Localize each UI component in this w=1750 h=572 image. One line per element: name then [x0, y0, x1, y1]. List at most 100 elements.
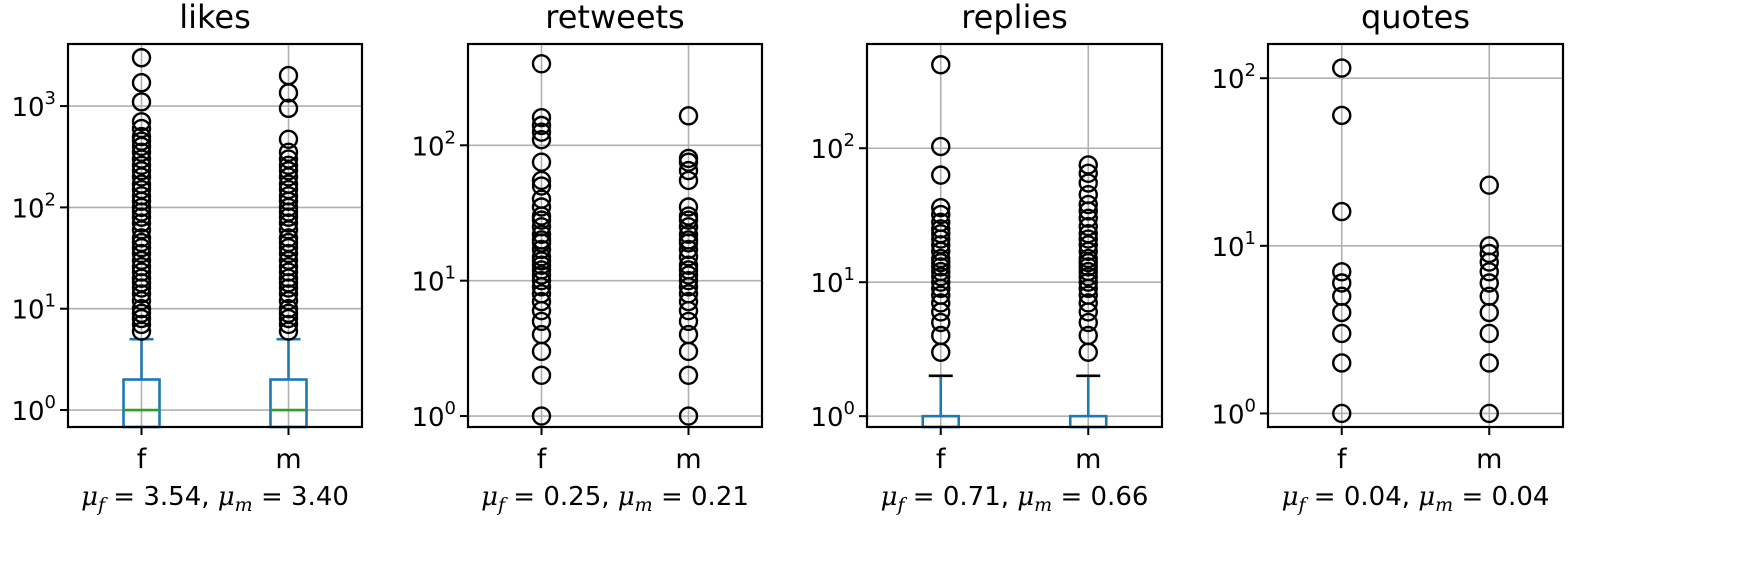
- outlier-point: [1479, 273, 1499, 293]
- axes-frame: [66, 42, 364, 429]
- outlier-point: [1479, 323, 1499, 344]
- panel-title: retweets: [545, 0, 684, 36]
- panel-replies: 100 101 102 f m replies μf = 0.71, μm = 0.66: [810, 0, 1164, 516]
- outlier-point: [1332, 58, 1352, 78]
- outlier-point: [131, 161, 152, 181]
- outlier-point: [678, 311, 699, 332]
- outlier-point: [531, 270, 552, 291]
- outlier-point: [678, 255, 699, 275]
- outlier-point: [278, 243, 299, 264]
- axes-frame: [466, 42, 764, 429]
- outlier-point: [931, 55, 951, 75]
- y-tick-label: 101: [11, 291, 56, 326]
- outlier-point: [678, 265, 699, 285]
- outlier-point: [131, 314, 152, 335]
- outlier-point: [1332, 262, 1352, 282]
- y-tick-label: 103: [11, 88, 56, 123]
- outlier-point: [531, 224, 552, 245]
- panel-retweets: 100 101 102 f m retweets μf = 0.25, μm = 0.21: [411, 0, 764, 516]
- outlier-point: [1078, 216, 1098, 237]
- outlier-point: [931, 212, 951, 232]
- outlier-point: [531, 365, 552, 385]
- outlier-point: [531, 197, 552, 217]
- outlier-point: [278, 149, 299, 169]
- outlier-point: [931, 224, 951, 244]
- outlier-point: [678, 206, 699, 226]
- outlier-point: [931, 248, 951, 269]
- outlier-point: [678, 230, 699, 250]
- axes-frame: [1266, 42, 1565, 429]
- outlier-point: [278, 129, 299, 150]
- outlier-point: [131, 155, 152, 176]
- outlier-point: [678, 148, 699, 169]
- outlier-point: [678, 197, 699, 217]
- outlier-point: [931, 272, 951, 292]
- outlier-point: [678, 406, 699, 426]
- panel-title: replies: [961, 0, 1068, 36]
- outlier-point: [131, 186, 152, 206]
- outlier-point: [1479, 236, 1499, 256]
- outlier-point: [278, 228, 299, 248]
- outlier-point: [131, 174, 152, 194]
- outlier-point: [1332, 273, 1352, 293]
- outlier-point: [278, 262, 299, 282]
- outlier-point: [1479, 286, 1499, 306]
- panel-quotes: 100 101 102 f m quotes μf = 0.04, μm = 0.04: [1211, 0, 1565, 516]
- axes-frame: [865, 42, 1164, 429]
- outlier-point: [531, 107, 552, 128]
- y-tick-label: 100: [810, 398, 855, 433]
- outlier-point: [1332, 323, 1352, 344]
- outlier-point: [531, 265, 552, 285]
- outlier-point: [678, 365, 699, 385]
- outlier-point: [931, 136, 951, 157]
- outlier-point: [1078, 184, 1098, 205]
- outlier-point: [531, 406, 552, 426]
- outlier-point: [531, 122, 552, 142]
- y-tick-label: 101: [411, 263, 456, 298]
- outlier-point: [531, 284, 552, 304]
- outlier-point: [531, 54, 552, 74]
- outlier-point: [278, 284, 299, 304]
- outlier-point: [278, 314, 299, 335]
- outlier-point: [531, 260, 552, 280]
- outlier-point: [1078, 194, 1098, 215]
- outlier-point: [531, 129, 552, 150]
- outlier-point: [278, 299, 299, 319]
- outlier-point: [278, 186, 299, 206]
- outlier-point: [531, 115, 552, 136]
- outlier-point: [678, 217, 699, 237]
- y-tick-label: 102: [411, 127, 456, 162]
- x-tick-label: m: [275, 444, 301, 475]
- outlier-point: [278, 142, 299, 162]
- outlier-point: [1479, 175, 1499, 195]
- outlier-point: [678, 324, 699, 345]
- outlier-point: [931, 293, 951, 313]
- outlier-point: [531, 176, 552, 196]
- outlier-point: [131, 142, 152, 162]
- outlier-point: [1332, 286, 1352, 306]
- y-tick-label: 102: [810, 130, 855, 165]
- outlier-point: [531, 324, 552, 345]
- outlier-point: [931, 165, 951, 185]
- outlier-point: [1078, 235, 1098, 255]
- mean-label: μf = 3.54, μm = 3.40: [81, 482, 349, 516]
- outlier-point: [131, 256, 152, 277]
- outlier-point: [1332, 353, 1352, 373]
- outlier-point: [531, 230, 552, 250]
- outlier-point: [131, 92, 152, 112]
- y-tick-label: 101: [1211, 228, 1256, 263]
- outlier-point: [131, 73, 152, 93]
- outlier-point: [131, 48, 152, 68]
- outlier-point: [278, 155, 299, 176]
- outlier-point: [278, 161, 299, 181]
- panel-title: quotes: [1361, 0, 1470, 36]
- outlier-point: [131, 243, 152, 264]
- outlier-point: [531, 217, 552, 237]
- mean-label: μf = 0.04, μm = 0.04: [1282, 482, 1550, 516]
- outlier-point: [678, 284, 699, 304]
- outlier-point: [1078, 325, 1098, 346]
- outlier-point: [278, 256, 299, 277]
- outlier-point: [1332, 201, 1352, 222]
- outlier-point: [1078, 312, 1098, 333]
